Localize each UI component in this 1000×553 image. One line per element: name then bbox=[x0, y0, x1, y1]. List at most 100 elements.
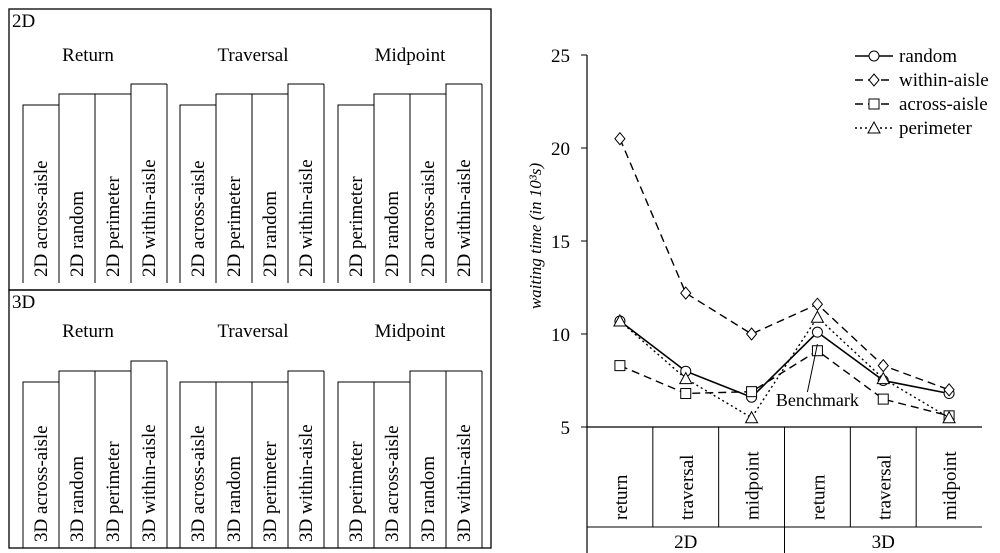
data-point bbox=[614, 131, 626, 146]
data-point bbox=[876, 371, 891, 385]
x-group-label: 2D bbox=[674, 532, 697, 553]
panel-2d: 2D Return 2D across-aisle 2D random 2D perim… bbox=[8, 8, 492, 291]
rank-bar bbox=[409, 370, 446, 548]
rank-bar-label: 3D across-aisle bbox=[382, 425, 403, 542]
group-title: Return bbox=[62, 45, 114, 66]
legend-marker bbox=[868, 50, 880, 62]
group-midpoint: Midpoint 2D perimeter 2D random 2D across-a… bbox=[337, 45, 483, 283]
legend-marker bbox=[868, 98, 880, 110]
data-point bbox=[745, 327, 758, 341]
data-point bbox=[746, 386, 758, 398]
group-traversal: Traversal 3D across-aisle 3D random 3D peri… bbox=[179, 321, 325, 548]
x-tick-label: midpoint bbox=[743, 451, 764, 520]
rank-bar bbox=[337, 104, 374, 283]
annotation-pointer bbox=[806, 344, 818, 393]
y-tick-label: 15 bbox=[551, 232, 570, 253]
waiting-time-line-chart: 5 10 15 20 25 waiting time (in 10³s) return tra… bbox=[526, 46, 989, 553]
series-line bbox=[619, 138, 950, 391]
x-tick-label: midpoint bbox=[940, 451, 961, 520]
data-point bbox=[811, 326, 823, 338]
rank-bar bbox=[337, 381, 374, 548]
rank-bar-label: 2D random bbox=[260, 191, 281, 277]
series-within-aisle bbox=[614, 131, 955, 397]
rank-bar bbox=[130, 83, 167, 283]
rank-bar bbox=[94, 370, 131, 548]
rank-bar bbox=[287, 370, 324, 548]
rank-bar-label: 2D random bbox=[67, 191, 88, 277]
rank-bar bbox=[251, 381, 288, 548]
rank-bar bbox=[409, 93, 446, 283]
legend-label: across-aisle bbox=[899, 94, 988, 115]
rank-bar bbox=[215, 381, 252, 548]
data-point bbox=[811, 297, 824, 312]
rank-bar bbox=[373, 93, 410, 283]
x-tick-label: traversal bbox=[677, 455, 698, 520]
panel-label: 3D bbox=[12, 292, 35, 313]
y-axis-label: waiting time (in 10³s) bbox=[526, 163, 545, 310]
rank-bar-label: 2D within-aisle bbox=[296, 159, 317, 277]
panel-frame bbox=[8, 289, 492, 549]
panel-label: 2D bbox=[12, 11, 35, 32]
legend-marker bbox=[867, 120, 881, 134]
data-point bbox=[877, 393, 889, 405]
series-line bbox=[619, 316, 950, 419]
data-point bbox=[744, 410, 759, 424]
rank-bar-label: 3D random bbox=[418, 456, 439, 542]
data-point bbox=[810, 310, 825, 323]
rank-bar-label: 3D random bbox=[224, 456, 245, 542]
panel-3d: 3D Return 3D across-aisle 3D random 3D perim… bbox=[8, 289, 492, 549]
group-title: Traversal bbox=[217, 45, 288, 66]
rank-bar-label: 3D random bbox=[67, 456, 88, 542]
rank-bar-label: 3D across-aisle bbox=[31, 425, 52, 542]
group-title: Return bbox=[62, 321, 114, 342]
rank-bar-label: 2D across-aisle bbox=[31, 160, 52, 277]
legend: random within-aisle across-aisle perimeter bbox=[855, 46, 989, 139]
rank-bar bbox=[445, 83, 482, 283]
rank-bar-label: 3D perimeter bbox=[103, 441, 124, 542]
rank-bar-label: 2D perimeter bbox=[103, 176, 124, 277]
data-point bbox=[877, 358, 889, 373]
rank-bar bbox=[58, 93, 95, 283]
y-tick-label: 5 bbox=[561, 418, 571, 439]
data-point bbox=[942, 410, 956, 424]
rank-bar bbox=[22, 104, 59, 283]
group-traversal: Traversal 2D across-aisle 2D perimeter 2D r… bbox=[179, 45, 325, 283]
group-title: Traversal bbox=[217, 321, 288, 342]
rank-bar-label: 2D perimeter bbox=[224, 176, 245, 277]
rank-bar bbox=[251, 93, 288, 283]
group-title: Midpoint bbox=[375, 321, 446, 342]
group-return: Return 3D across-aisle 3D random 3D perimet… bbox=[22, 321, 168, 548]
data-point bbox=[613, 313, 627, 327]
rank-bar bbox=[94, 93, 131, 283]
rank-bar bbox=[179, 381, 216, 548]
rank-bar bbox=[215, 93, 252, 283]
rank-bar-label: 2D perimeter bbox=[346, 176, 367, 277]
rank-bar-label: 2D random bbox=[382, 191, 403, 277]
x-group-label: 3D bbox=[872, 532, 895, 553]
rank-bar-label: 2D within-aisle bbox=[139, 159, 160, 277]
legend-label: perimeter bbox=[899, 118, 972, 139]
rank-bar bbox=[445, 370, 482, 548]
x-tick-label: traversal bbox=[874, 455, 895, 520]
annotation-label: Benchmark bbox=[776, 390, 859, 410]
rank-bar-label: 2D across-aisle bbox=[418, 160, 439, 277]
data-point bbox=[680, 388, 692, 400]
data-point bbox=[680, 286, 692, 300]
rank-bar-label: 3D perimeter bbox=[260, 441, 281, 542]
y-tick-label: 10 bbox=[551, 325, 570, 346]
rank-bar-label: 2D within-aisle bbox=[454, 159, 475, 277]
rank-bar bbox=[22, 381, 59, 548]
rank-bar-label: 3D perimeter bbox=[346, 441, 367, 542]
rank-bar bbox=[130, 360, 167, 548]
series-line bbox=[619, 320, 950, 399]
legend-marker bbox=[868, 73, 880, 87]
rank-bar-label: 3D within-aisle bbox=[454, 424, 475, 542]
rank-bar-label: 3D within-aisle bbox=[296, 424, 317, 542]
data-point bbox=[943, 383, 955, 397]
rank-bar bbox=[179, 104, 216, 283]
rank-bar-label: 2D across-aisle bbox=[188, 160, 209, 277]
group-title: Midpoint bbox=[375, 45, 446, 66]
y-tick-label: 20 bbox=[551, 139, 570, 160]
data-point bbox=[614, 360, 626, 372]
